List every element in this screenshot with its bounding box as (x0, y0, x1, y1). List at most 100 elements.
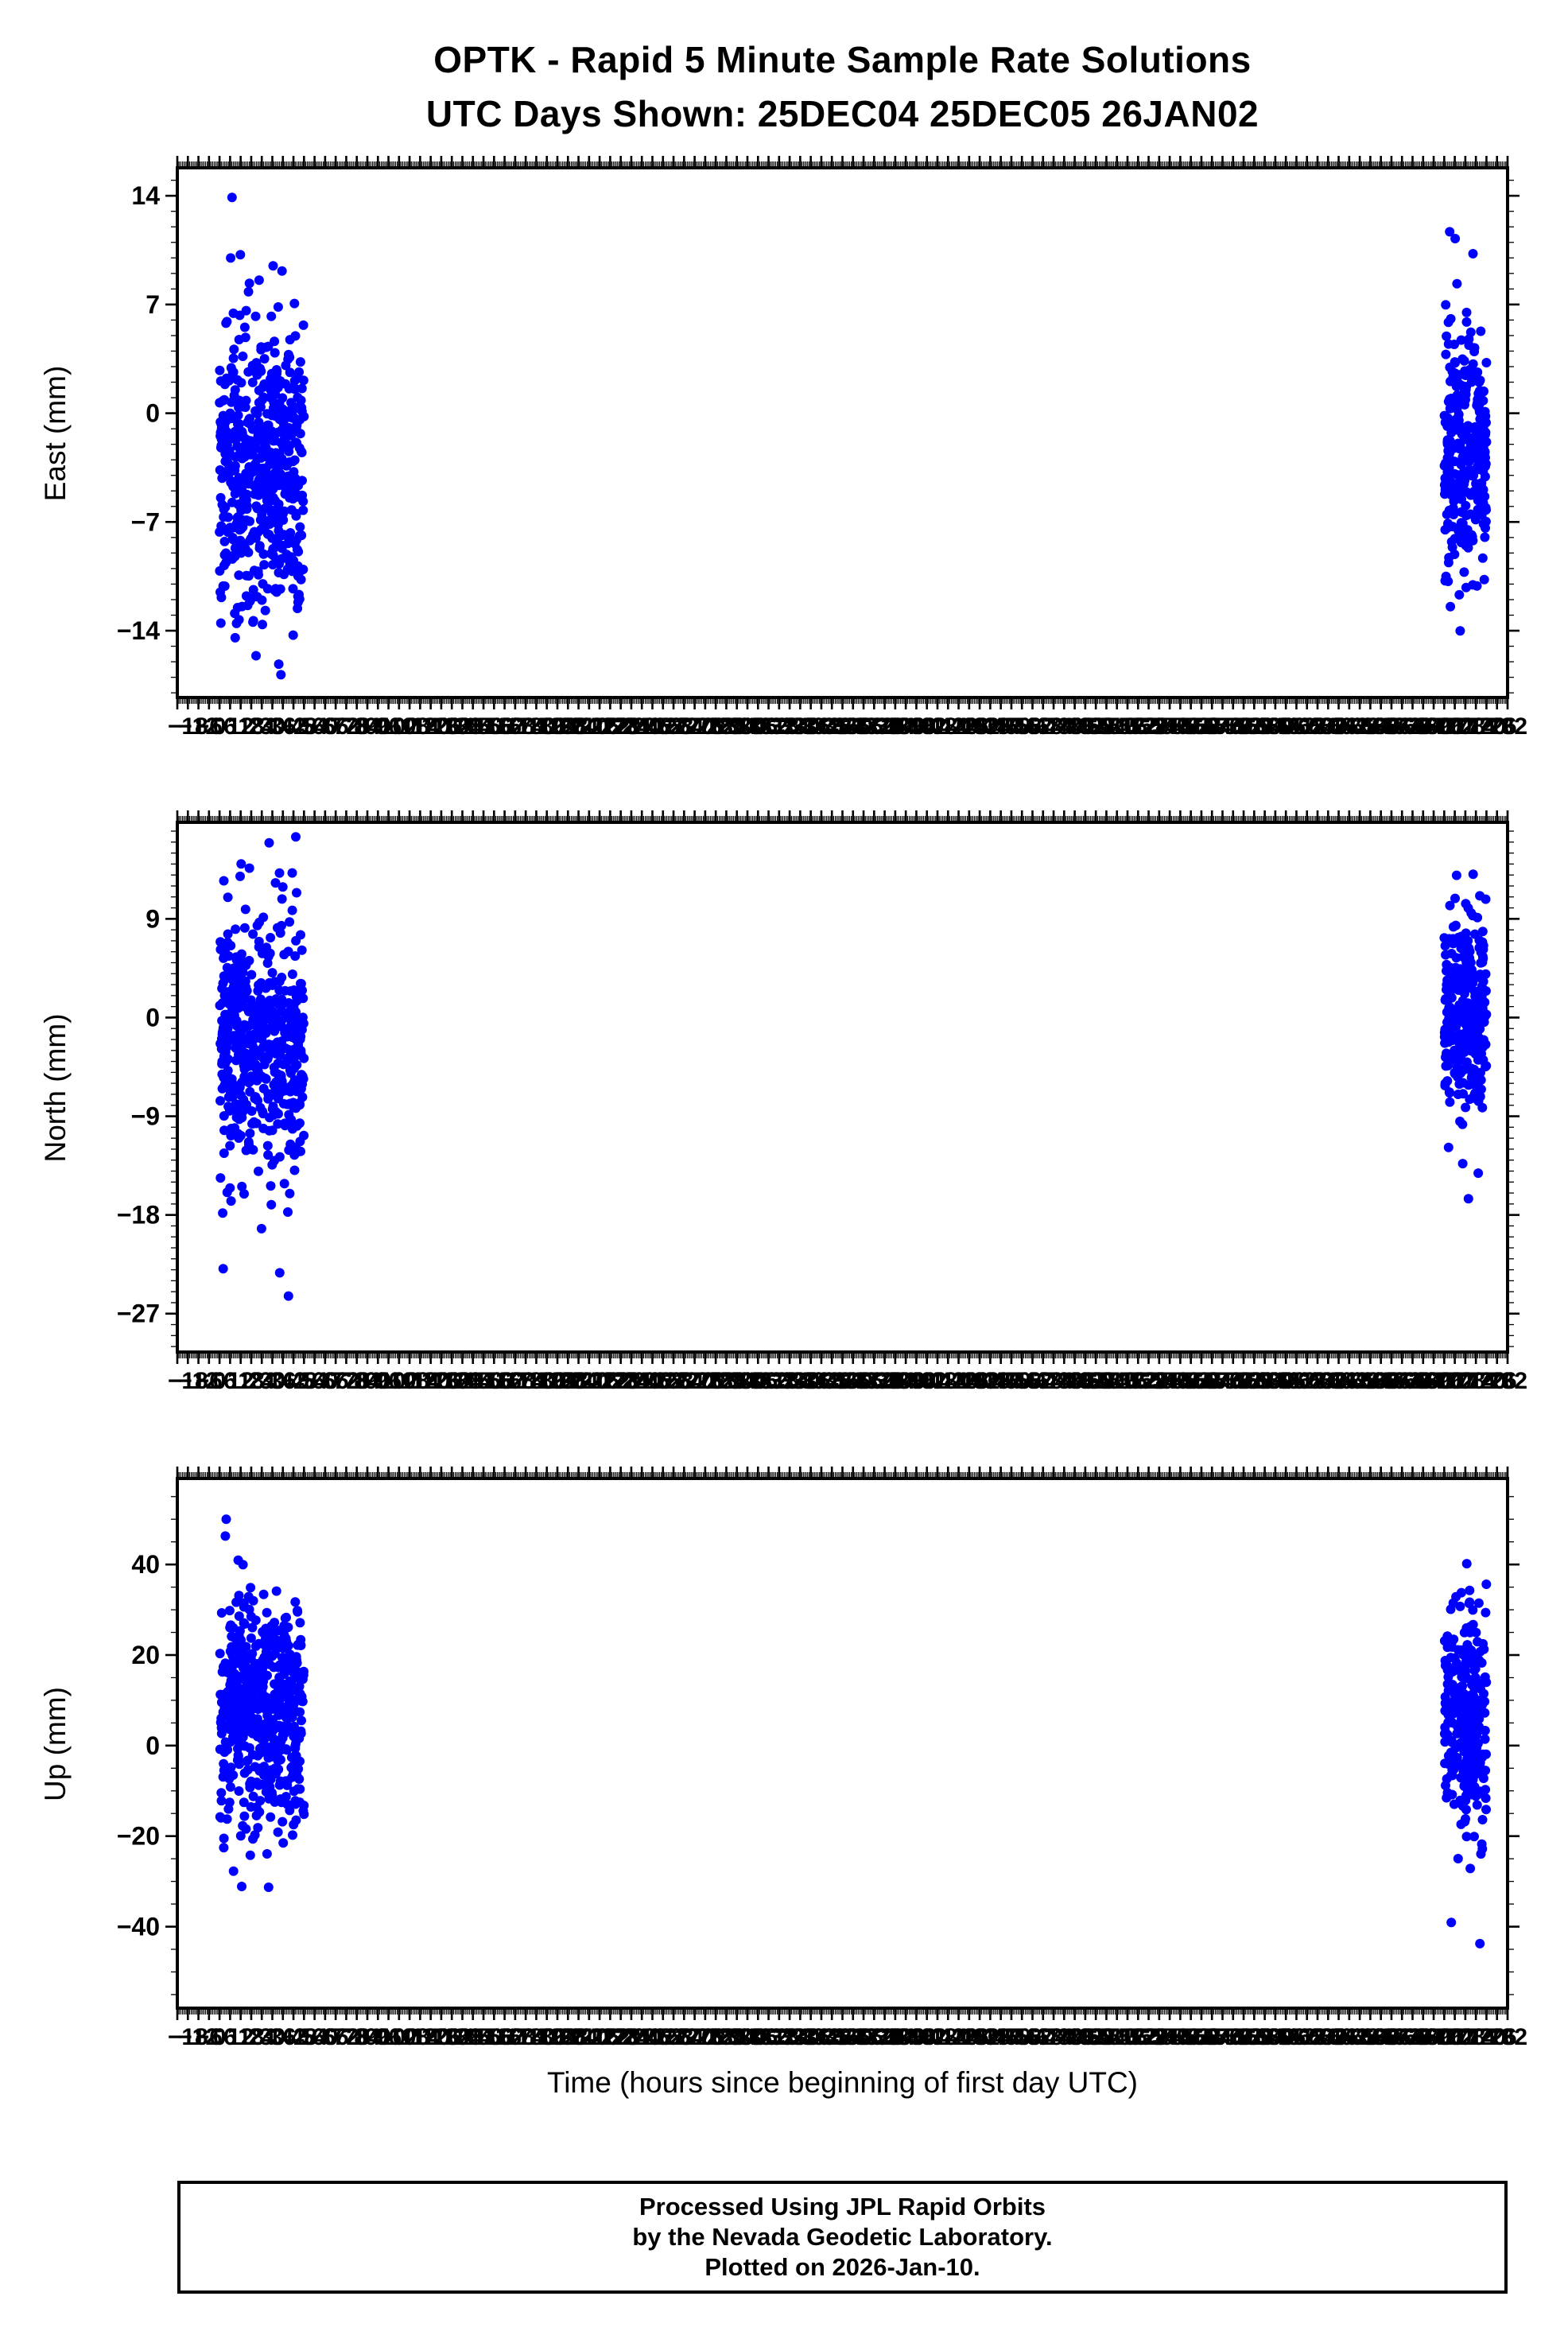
svg-text:390: 390 (886, 1368, 926, 1394)
svg-text:360: 360 (833, 713, 873, 740)
svg-text:−27: −27 (117, 1300, 160, 1328)
svg-text:576: 576 (1213, 713, 1253, 740)
svg-text:204: 204 (559, 1368, 599, 1394)
svg-text:648: 648 (1340, 1368, 1380, 1394)
svg-text:510: 510 (1097, 1368, 1137, 1394)
svg-text:108: 108 (390, 1368, 429, 1394)
svg-text:84: 84 (354, 1368, 381, 1394)
svg-text:708: 708 (1446, 1368, 1485, 1394)
svg-text:12: 12 (227, 1368, 254, 1394)
svg-text:78: 78 (343, 1368, 370, 1394)
svg-text:516: 516 (1108, 1368, 1147, 1394)
svg-text:84: 84 (354, 713, 381, 740)
svg-text:246: 246 (632, 713, 672, 740)
svg-text:312: 312 (749, 1368, 789, 1394)
svg-text:414: 414 (928, 1368, 968, 1394)
svg-text:708: 708 (1446, 713, 1485, 740)
svg-text:504: 504 (1086, 713, 1126, 740)
svg-text:288: 288 (706, 1368, 746, 1394)
svg-text:666: 666 (1372, 1368, 1411, 1394)
svg-text:564: 564 (1192, 713, 1232, 740)
svg-text:390: 390 (886, 713, 926, 740)
svg-text:684: 684 (1403, 713, 1443, 740)
svg-text:450: 450 (992, 1368, 1031, 1394)
svg-text:630: 630 (1308, 1368, 1348, 1394)
svg-text:594: 594 (1245, 713, 1285, 740)
svg-text:294: 294 (717, 1368, 757, 1394)
svg-text:264: 264 (664, 1368, 704, 1394)
svg-text:192: 192 (538, 713, 577, 740)
svg-text:420: 420 (939, 713, 979, 740)
svg-text:318: 318 (759, 1368, 799, 1394)
svg-text:696: 696 (1424, 1368, 1464, 1394)
svg-text:168: 168 (495, 1368, 535, 1394)
svg-text:60: 60 (312, 1368, 338, 1394)
svg-text:714: 714 (1456, 1368, 1496, 1394)
svg-text:528: 528 (1129, 713, 1169, 740)
svg-text:600: 600 (1256, 713, 1295, 740)
svg-text:456: 456 (1002, 713, 1042, 740)
svg-text:534: 534 (1139, 1368, 1179, 1394)
svg-text:570: 570 (1202, 713, 1242, 740)
svg-text:372: 372 (854, 1368, 894, 1394)
svg-text:558: 558 (1182, 1368, 1221, 1394)
svg-text:576: 576 (1213, 1368, 1253, 1394)
svg-text:372: 372 (854, 713, 894, 740)
svg-text:630: 630 (1308, 713, 1348, 740)
svg-text:−18: −18 (117, 1201, 160, 1230)
svg-text:612: 612 (1276, 713, 1316, 740)
svg-text:30: 30 (259, 1368, 285, 1394)
svg-text:642: 642 (1329, 713, 1369, 740)
svg-text:654: 654 (1350, 1368, 1390, 1394)
svg-text:582: 582 (1224, 713, 1263, 740)
svg-text:300: 300 (728, 1368, 767, 1394)
svg-text:114: 114 (401, 1368, 440, 1394)
svg-text:534: 534 (1139, 713, 1179, 740)
svg-text:7: 7 (146, 290, 160, 319)
svg-text:396: 396 (896, 1368, 936, 1394)
svg-text:258: 258 (654, 713, 693, 740)
svg-text:204: 204 (559, 713, 599, 740)
svg-text:48: 48 (291, 1368, 317, 1394)
svg-text:210: 210 (569, 1368, 609, 1394)
svg-text:228: 228 (601, 1368, 641, 1394)
svg-text:186: 186 (527, 1368, 567, 1394)
svg-text:132: 132 (432, 1368, 472, 1394)
svg-text:348: 348 (812, 713, 852, 740)
svg-text:480: 480 (1044, 1368, 1084, 1394)
svg-text:684: 684 (1403, 1368, 1443, 1394)
svg-text:432: 432 (960, 713, 999, 740)
svg-text:450: 450 (992, 713, 1031, 740)
svg-text:474: 474 (1034, 713, 1073, 740)
svg-text:198: 198 (548, 1368, 588, 1394)
svg-text:156: 156 (474, 713, 514, 740)
svg-text:90: 90 (365, 1368, 391, 1394)
svg-text:624: 624 (1298, 1368, 1337, 1394)
svg-text:−9: −9 (131, 1102, 160, 1131)
svg-text:510: 510 (1097, 713, 1137, 740)
svg-text:324: 324 (770, 713, 809, 740)
svg-text:240: 240 (622, 1368, 662, 1394)
svg-text:588: 588 (1234, 1368, 1274, 1394)
svg-text:120: 120 (411, 713, 451, 740)
svg-text:642: 642 (1329, 1368, 1369, 1394)
footer-box: Processed Using JPL Rapid Orbits by the … (177, 2181, 1508, 2294)
svg-text:−12: −12 (178, 713, 219, 740)
svg-text:498: 498 (1076, 713, 1116, 740)
svg-text:528: 528 (1129, 1368, 1169, 1394)
svg-text:66: 66 (322, 713, 348, 740)
east-panel-chart: −18−12−606121824303642485460667278849096… (117, 156, 1527, 740)
svg-text:336: 336 (791, 1368, 831, 1394)
svg-text:150: 150 (464, 713, 503, 740)
svg-text:156: 156 (474, 1368, 514, 1394)
svg-text:582: 582 (1224, 1368, 1263, 1394)
svg-text:102: 102 (379, 1368, 419, 1394)
svg-text:726: 726 (1477, 713, 1517, 740)
svg-text:660: 660 (1361, 1368, 1401, 1394)
svg-text:−18: −18 (168, 1368, 208, 1394)
svg-text:276: 276 (685, 713, 725, 740)
svg-text:720: 720 (1466, 1368, 1506, 1394)
svg-text:252: 252 (643, 1368, 683, 1394)
svg-text:54: 54 (301, 713, 328, 740)
